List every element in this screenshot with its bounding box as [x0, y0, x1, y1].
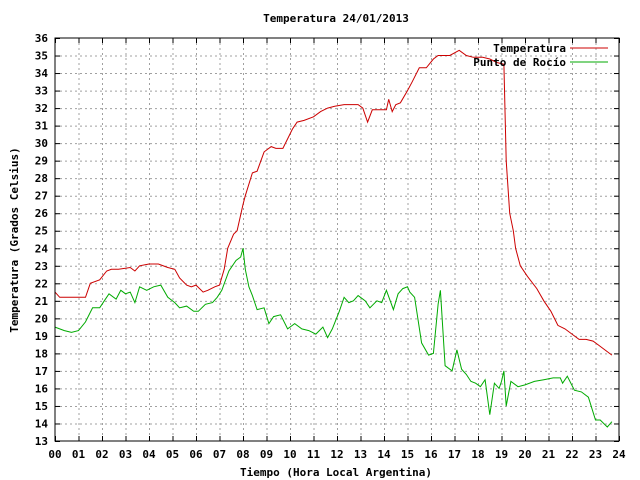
- x-tick-label: 01: [72, 448, 86, 461]
- y-tick-label: 21: [35, 295, 49, 308]
- y-axis-label: Temperatura (Grados Celsius): [8, 147, 21, 332]
- y-tick-label: 27: [35, 190, 48, 203]
- x-tick-label: 09: [260, 448, 273, 461]
- x-tick-label: 16: [424, 448, 438, 461]
- x-tick-label: 19: [495, 448, 508, 461]
- x-tick-label: 07: [213, 448, 226, 461]
- y-tick-label: 24: [35, 242, 49, 255]
- legend: Temperatura Punto de Rocío: [473, 42, 608, 69]
- x-tick-label: 04: [142, 448, 156, 461]
- x-tick-label: 15: [401, 448, 414, 461]
- x-tick-label: 24: [612, 448, 626, 461]
- x-tick-label: 10: [283, 448, 296, 461]
- chart-title: Temperatura 24/01/2013: [263, 12, 409, 25]
- x-tick-label: 18: [471, 448, 484, 461]
- y-tick-label: 35: [35, 50, 48, 63]
- x-tick-label: 12: [330, 448, 343, 461]
- x-tick-label: 22: [565, 448, 578, 461]
- grid: [55, 38, 619, 441]
- plot-frame: [54, 37, 620, 442]
- y-tick-label: 31: [35, 120, 49, 133]
- x-tick-label: 21: [542, 448, 556, 461]
- y-tick-label: 15: [35, 400, 48, 413]
- x-tick-label: 17: [448, 448, 461, 461]
- y-tick-label: 34: [35, 67, 49, 80]
- x-axis-label: Tiempo (Hora Local Argentina): [240, 466, 432, 479]
- x-tick-label: 08: [236, 448, 249, 461]
- x-tick-label: 02: [95, 448, 108, 461]
- x-tick-label: 20: [518, 448, 531, 461]
- y-tick-label: 30: [35, 137, 48, 150]
- y-tick-label: 13: [35, 435, 48, 448]
- y-tick-label: 29: [35, 155, 48, 168]
- legend-label-temperatura: Temperatura: [493, 42, 566, 55]
- y-tick-label: 36: [35, 32, 49, 45]
- y-tick-label: 25: [35, 225, 48, 238]
- series-layer: [54, 49, 613, 428]
- x-tick-label: 23: [589, 448, 602, 461]
- tick-labels: 00 01 02 03 04 05 06 07 08 09 10 11 12 13 14 15 16 17 18 19…: [35, 32, 626, 461]
- y-tick-label: 32: [35, 102, 48, 115]
- y-tick-label: 33: [35, 85, 48, 98]
- x-tick-label: 05: [166, 448, 179, 461]
- y-tick-label: 28: [35, 172, 48, 185]
- y-tick-label: 17: [35, 365, 48, 378]
- y-tick-label: 20: [35, 312, 48, 325]
- y-tick-label: 23: [35, 260, 48, 273]
- series-line-temperatura: [54, 49, 613, 356]
- x-tick-label: 14: [377, 448, 391, 461]
- x-tick-label: 06: [189, 448, 203, 461]
- x-tick-label: 00: [48, 448, 61, 461]
- y-tick-label: 26: [35, 207, 49, 220]
- legend-label-punto-de-rocio: Punto de Rocío: [473, 56, 566, 69]
- y-tick-label: 22: [35, 277, 48, 290]
- y-tick-label: 19: [35, 330, 48, 343]
- y-tick-label: 18: [35, 347, 48, 360]
- y-tick-label: 16: [35, 382, 49, 395]
- x-tick-label: 03: [119, 448, 132, 461]
- series-line-punto-de-rocio: [54, 248, 613, 428]
- x-tick-label: 11: [307, 448, 321, 461]
- x-tick-label: 13: [354, 448, 367, 461]
- y-tick-label: 14: [35, 417, 49, 430]
